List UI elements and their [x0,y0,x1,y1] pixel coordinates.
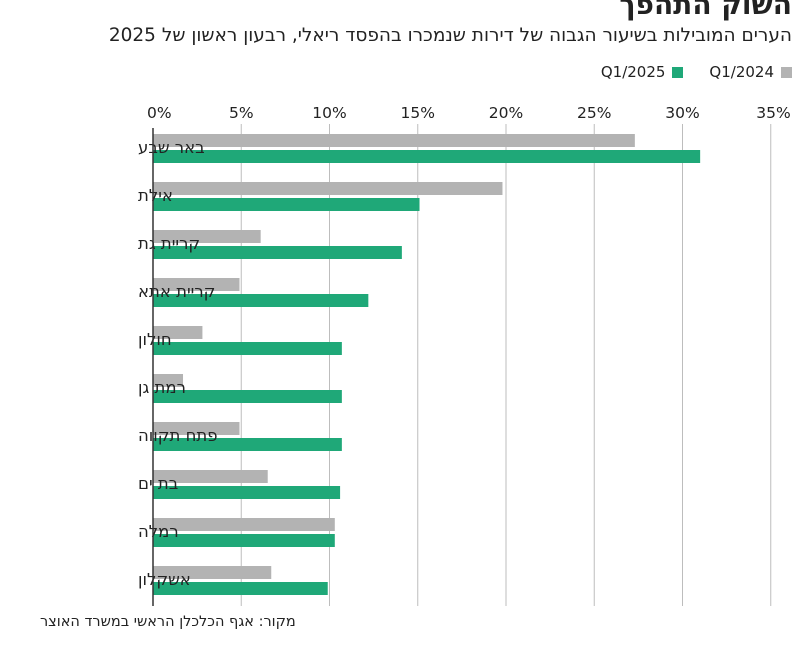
bar [153,150,701,163]
x-tick-label: 30% [665,104,699,122]
bar [153,134,635,147]
category-label: אילת [138,186,173,205]
legend-item-q1-2025: Q1/2025 [601,63,684,81]
bar [153,438,342,451]
x-tick-label: 10% [312,104,346,122]
bar [153,486,341,499]
bar [153,582,328,595]
bar [153,518,335,531]
legend-swatch-q1-2024 [781,66,792,78]
legend-item-q1-2024: Q1/2024 [709,63,792,81]
x-tick-label: 35% [756,104,790,122]
category-label: פתח תקווה [138,426,218,445]
x-tick-label: 15% [401,104,435,122]
category-label: רמת גן [138,378,186,397]
bar [153,230,261,243]
category-label: באר שבע [138,138,205,157]
legend-swatch-q1-2025 [672,66,684,78]
x-tick-label: 25% [577,104,611,122]
legend-label-q1-2024: Q1/2024 [709,63,774,81]
bar [153,294,369,307]
x-tick-label: 5% [229,104,254,122]
category-label: קריית גת [138,234,200,253]
bar [153,342,342,355]
category-label: בת ים [138,474,178,493]
chart-subtitle: הערים המובילות בשיעור הגבוה של דירות שנמ… [108,25,792,46]
category-label: רמלה [138,522,179,541]
bar [153,390,342,403]
bar [153,566,272,579]
bar [153,182,503,195]
source-note: מקור: אגף הכלכלן הראשי במשרד האוצר [40,614,296,630]
legend: Q1/2024 Q1/2025 [601,62,792,82]
category-label: אשקלון [138,570,191,589]
bar [153,422,240,435]
bar [153,198,420,211]
bar [153,374,184,387]
bar [153,534,335,547]
bar [153,278,240,291]
category-label: חולון [138,330,172,349]
x-tick-label: 0% [147,104,172,122]
legend-label-q1-2025: Q1/2025 [600,63,666,81]
category-label: קריית אתא [138,282,215,301]
chart-title: השוק התהפך [619,0,792,21]
bar [153,326,203,339]
x-tick-label: 20% [489,104,523,122]
bar [153,246,402,259]
bar [153,470,268,483]
